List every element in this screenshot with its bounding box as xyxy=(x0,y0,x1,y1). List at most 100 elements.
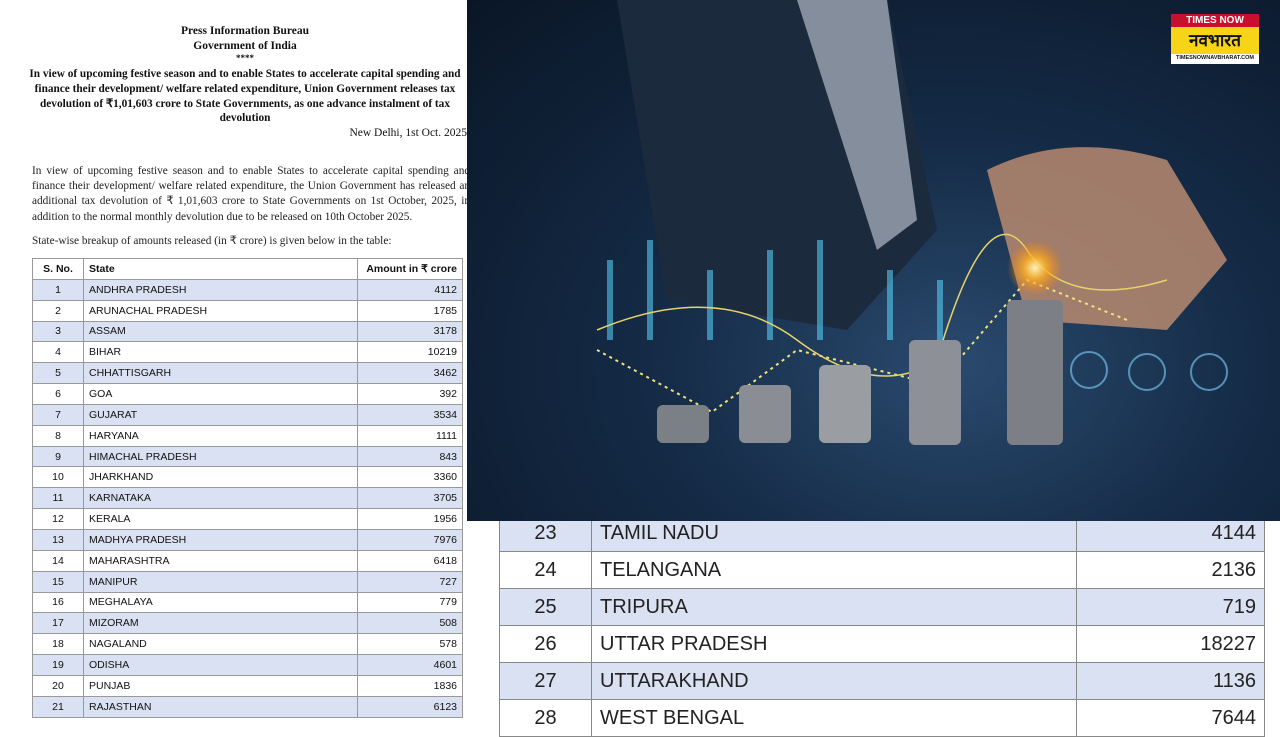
cell-amount: 1956 xyxy=(357,508,463,530)
cell-amount: 18227 xyxy=(1076,625,1265,663)
cell-sno: 10 xyxy=(32,466,84,489)
cell-amount: 1111 xyxy=(357,424,463,447)
logo-url: TIMESNOWNAVBHARAT.COM xyxy=(1175,55,1254,61)
cell-sno: 20 xyxy=(32,674,84,697)
cell-sno: 3 xyxy=(32,320,84,343)
table-row: 12 KERALA 1956 xyxy=(32,508,463,530)
cell-state: PUNJAB xyxy=(83,674,358,697)
table-row: 1 ANDHRA PRADESH 4112 xyxy=(32,278,463,301)
cell-sno: 19 xyxy=(32,654,84,676)
cell-sno: 16 xyxy=(32,591,84,614)
headline: In view of upcoming festive season and t… xyxy=(29,68,461,125)
table-row: 4 BIHAR 10219 xyxy=(32,341,463,364)
cell-state: WEST BENGAL xyxy=(591,699,1077,737)
cell-amount: 1836 xyxy=(357,674,463,697)
cell-sno: 12 xyxy=(32,508,84,530)
cell-sno: 9 xyxy=(32,445,84,468)
table-row: 13 MADHYA PRADESH 7976 xyxy=(32,528,463,551)
cell-sno: 26 xyxy=(499,625,592,663)
cell-state: MAHARASHTRA xyxy=(83,549,358,572)
cell-amount: 10219 xyxy=(357,341,463,364)
cell-state: TELANGANA xyxy=(591,551,1077,589)
finance-stock-photo xyxy=(467,0,1280,521)
cell-state: ARUNACHAL PRADESH xyxy=(83,299,358,322)
table-row: 14 MAHARASHTRA 6418 xyxy=(32,549,463,572)
cell-state: JHARKHAND xyxy=(83,466,358,489)
table-row: 28 WEST BENGAL 7644 xyxy=(499,699,1265,737)
table-row: 19 ODISHA 4601 xyxy=(32,654,463,676)
cell-state: GUJARAT xyxy=(83,403,358,426)
cell-amount: 7976 xyxy=(357,528,463,551)
cell-amount: 508 xyxy=(357,612,463,635)
cell-sno: 18 xyxy=(32,633,84,656)
cell-sno: 2 xyxy=(32,299,84,322)
header-amount: Amount in ₹ crore xyxy=(357,258,463,280)
logo-main-text: नवभारत xyxy=(1171,27,1259,54)
cell-amount: 1136 xyxy=(1076,662,1265,700)
table-row: 17 MIZORAM 508 xyxy=(32,612,463,635)
cell-sno: 15 xyxy=(32,570,84,593)
org-name: Press Information Bureau xyxy=(181,25,309,37)
cell-amount: 3534 xyxy=(357,403,463,426)
cell-state: UTTARAKHAND xyxy=(591,662,1077,700)
cell-amount: 578 xyxy=(357,633,463,656)
table-row: 7 GUJARAT 3534 xyxy=(32,403,463,426)
dateline: New Delhi, 1st Oct. 2025 xyxy=(349,127,467,139)
cell-amount: 3705 xyxy=(357,487,463,510)
cell-state: MEGHALAYA xyxy=(83,591,358,614)
cell-amount: 4112 xyxy=(357,278,463,301)
table-row: 15 MANIPUR 727 xyxy=(32,570,463,593)
times-now-navbharat-logo: TIMES NOW नवभारत TIMESNOWNAVBHARAT.COM xyxy=(1171,14,1259,64)
cell-sno: 7 xyxy=(32,403,84,426)
cell-state: HARYANA xyxy=(83,424,358,447)
zoomed-state-table: 23 TAMIL NADU 4144 24 TELANGANA 2136 25 TRIPURA… xyxy=(499,514,1265,737)
cell-amount: 719 xyxy=(1076,588,1265,626)
cell-state: ANDHRA PRADESH xyxy=(83,278,358,301)
cell-state: MADHYA PRADESH xyxy=(83,528,358,551)
table-row: 20 PUNJAB 1836 xyxy=(32,674,463,697)
cell-state: HIMACHAL PRADESH xyxy=(83,445,358,468)
table-row: 25 TRIPURA 719 xyxy=(499,588,1265,626)
header-sno: S. No. xyxy=(32,258,84,280)
cell-state: BIHAR xyxy=(83,341,358,364)
cell-sno: 4 xyxy=(32,341,84,364)
table-row: 5 CHHATTISGARH 3462 xyxy=(32,362,463,385)
cell-sno: 1 xyxy=(32,278,84,301)
cell-sno: 13 xyxy=(32,528,84,551)
body-paragraph: In view of upcoming festive season and t… xyxy=(32,165,470,223)
cell-state: TRIPURA xyxy=(591,588,1077,626)
table-row: 8 HARYANA 1111 xyxy=(32,424,463,447)
cell-sno: 25 xyxy=(499,588,592,626)
cell-amount: 3178 xyxy=(357,320,463,343)
cell-amount: 392 xyxy=(357,383,463,405)
cell-sno: 5 xyxy=(32,362,84,385)
cell-state: MIZORAM xyxy=(83,612,358,635)
table-row: 6 GOA 392 xyxy=(32,383,463,405)
cell-state: NAGALAND xyxy=(83,633,358,656)
cell-state: KERALA xyxy=(83,508,358,530)
cell-state: ASSAM xyxy=(83,320,358,343)
cell-amount: 843 xyxy=(357,445,463,468)
cell-state: GOA xyxy=(83,383,358,405)
table-row: 24 TELANGANA 2136 xyxy=(499,551,1265,589)
coin-stacks xyxy=(657,300,1063,445)
cell-amount: 3462 xyxy=(357,362,463,385)
cell-sno: 14 xyxy=(32,549,84,572)
table-row: 21 RAJASTHAN 6123 xyxy=(32,695,463,718)
cell-sno: 21 xyxy=(32,695,84,718)
cell-amount: 779 xyxy=(357,591,463,614)
table-header-row: S. No. State Amount in ₹ crore xyxy=(32,258,463,280)
cell-state: MANIPUR xyxy=(83,570,358,593)
logo-top-text: TIMES NOW xyxy=(1171,14,1259,27)
cell-sno: 28 xyxy=(499,699,592,737)
cell-sno: 8 xyxy=(32,424,84,447)
cell-sno: 6 xyxy=(32,383,84,405)
cell-amount: 4601 xyxy=(357,654,463,676)
table-row: 9 HIMACHAL PRADESH 843 xyxy=(32,445,463,468)
cell-amount: 2136 xyxy=(1076,551,1265,589)
table-row: 26 UTTAR PRADESH 18227 xyxy=(499,625,1265,663)
cell-state: KARNATAKA xyxy=(83,487,358,510)
stars-divider: **** xyxy=(236,53,254,63)
table-row: 2 ARUNACHAL PRADESH 1785 xyxy=(32,299,463,322)
cell-amount: 3360 xyxy=(357,466,463,489)
